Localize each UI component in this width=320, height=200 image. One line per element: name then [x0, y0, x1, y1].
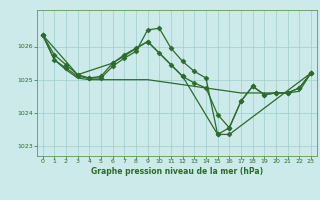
X-axis label: Graphe pression niveau de la mer (hPa): Graphe pression niveau de la mer (hPa)	[91, 167, 263, 176]
